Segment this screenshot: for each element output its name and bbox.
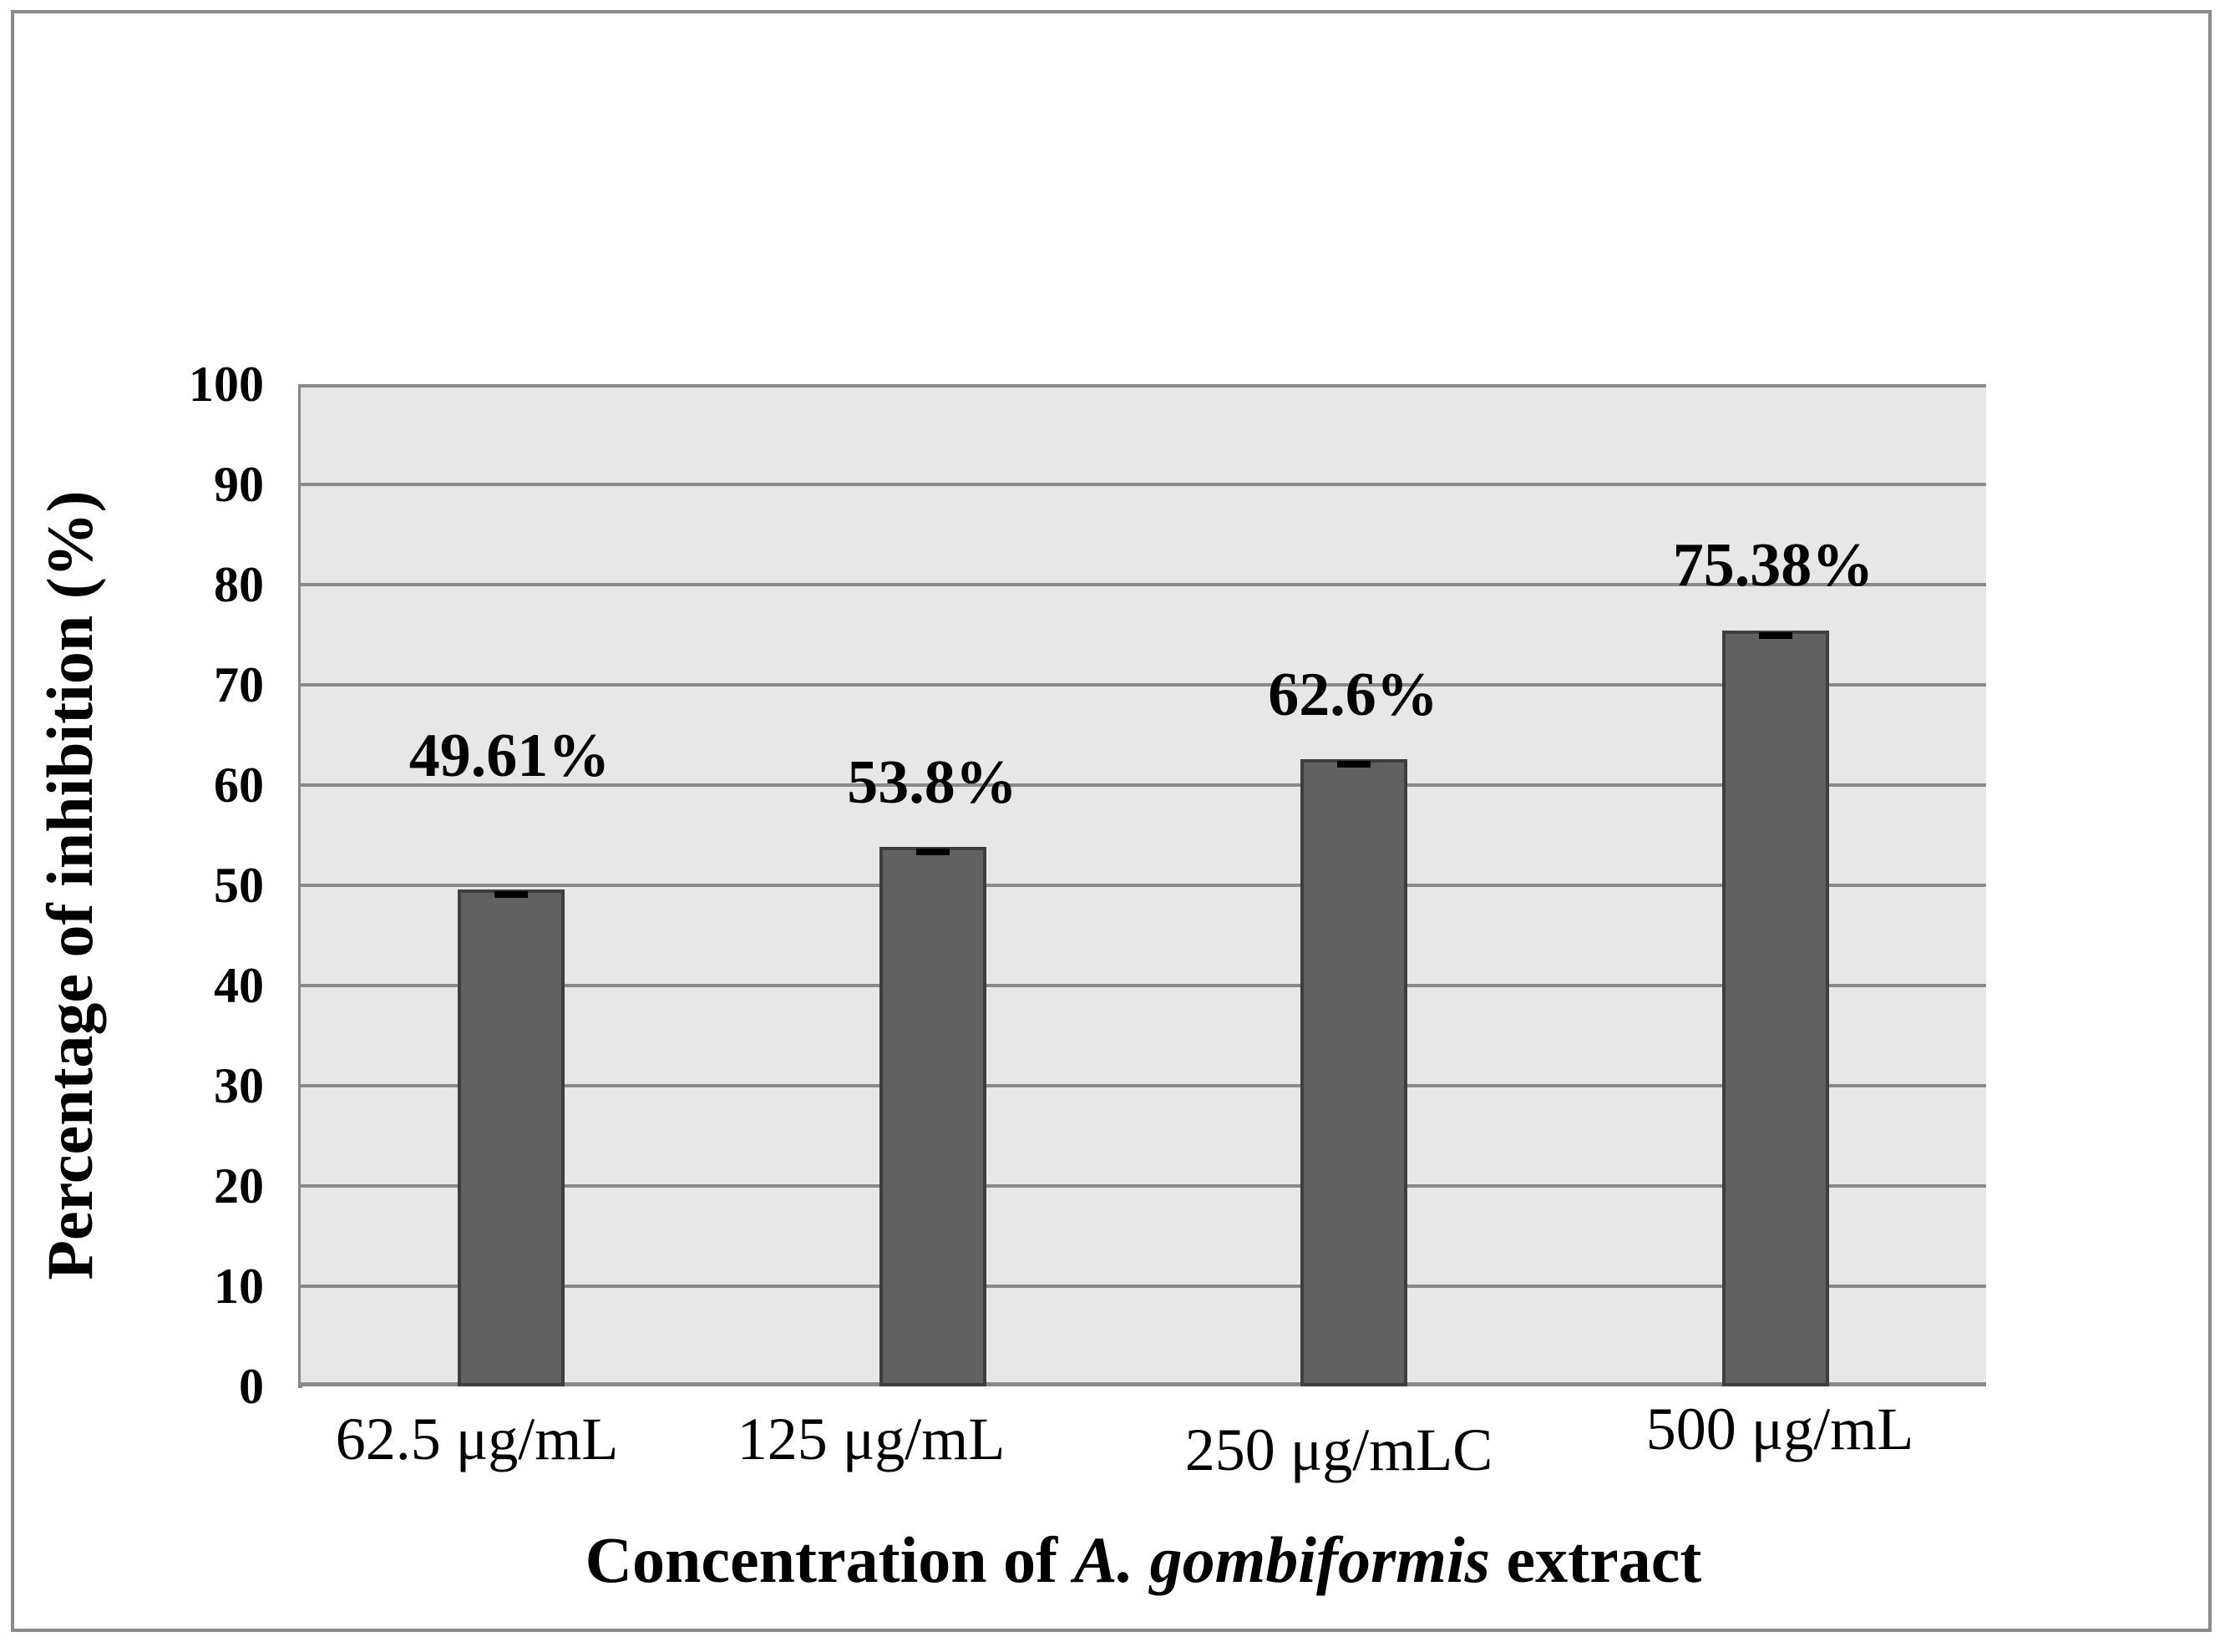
gridline-10 bbox=[301, 1285, 1986, 1288]
gridline-100 bbox=[301, 384, 1986, 388]
bar-0 bbox=[458, 889, 565, 1386]
y-tick-label-0: 0 bbox=[239, 1359, 264, 1414]
bar-1 bbox=[879, 847, 986, 1386]
error-bar-cap-1 bbox=[915, 849, 950, 856]
error-bar-cap-2 bbox=[1337, 760, 1371, 768]
x-tick-label-0: 62.5 μg/mL bbox=[335, 1406, 619, 1472]
x-axis-title: Concentration of A. gombiformis extract bbox=[301, 1523, 1986, 1598]
y-tick-label-10: 10 bbox=[214, 1259, 264, 1314]
x-axis-title-species-italic: A. gombiformis bbox=[1073, 1523, 1491, 1596]
y-axis-line bbox=[298, 384, 302, 1388]
bar-value-label-2: 62.6% bbox=[1268, 661, 1438, 729]
y-tick-label-20: 20 bbox=[214, 1158, 264, 1214]
bar-2 bbox=[1300, 758, 1408, 1386]
gridline-50 bbox=[301, 884, 1986, 887]
gridline-60 bbox=[301, 783, 1986, 787]
x-axis-title-suffix: extract bbox=[1490, 1523, 1702, 1596]
gridline-70 bbox=[301, 683, 1986, 687]
plot-area bbox=[301, 384, 1986, 1386]
y-tick-label-50: 50 bbox=[214, 858, 264, 913]
x-tick-label-1: 125 μg/mL bbox=[737, 1406, 1006, 1472]
gridline-40 bbox=[301, 984, 1986, 987]
gridline-20 bbox=[301, 1184, 1986, 1188]
y-tick-label-40: 40 bbox=[214, 958, 264, 1013]
y-tick-label-80: 80 bbox=[214, 557, 264, 612]
gridline-80 bbox=[301, 583, 1986, 586]
x-axis-line bbox=[301, 1382, 1986, 1386]
y-tick-label-100: 100 bbox=[189, 357, 264, 412]
bar-value-label-1: 53.8% bbox=[847, 748, 1017, 817]
y-tick-label-30: 30 bbox=[214, 1058, 264, 1113]
y-tick-label-70: 70 bbox=[214, 657, 264, 712]
bar-value-label-3: 75.38% bbox=[1672, 531, 1874, 600]
error-bar-cap-0 bbox=[494, 890, 529, 898]
bar-value-label-0: 49.61% bbox=[408, 722, 611, 790]
error-bar-cap-3 bbox=[1758, 632, 1792, 640]
y-tick-label-90: 90 bbox=[214, 457, 264, 512]
x-axis-title-prefix: Concentration of bbox=[585, 1523, 1074, 1596]
x-tick-label-2: 250 μg/mLC bbox=[1184, 1416, 1493, 1483]
gridline-90 bbox=[301, 483, 1986, 486]
x-tick-label-3: 500 μg/mL bbox=[1645, 1396, 1914, 1462]
bar-3 bbox=[1721, 631, 1829, 1386]
y-tick-label-60: 60 bbox=[214, 758, 264, 813]
gridline-30 bbox=[301, 1084, 1986, 1087]
